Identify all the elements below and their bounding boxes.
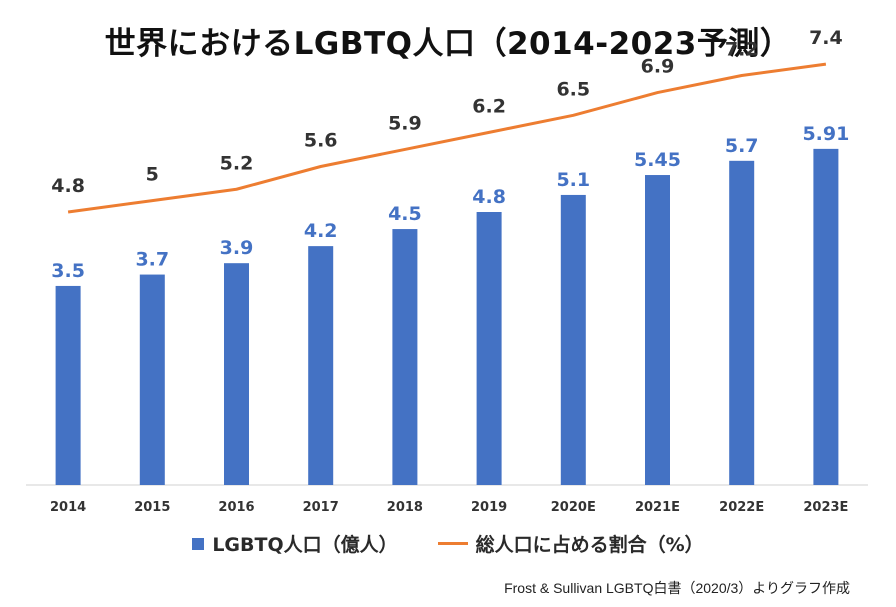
x-tick-label-2021E: 2021E	[635, 500, 680, 515]
bar-label-2020E: 5.1	[556, 169, 590, 191]
x-tick-label-2023E: 2023E	[803, 500, 848, 515]
bar-2022E	[729, 160, 755, 485]
x-tick-label-2016: 2016	[218, 500, 254, 515]
bar-2016	[224, 263, 249, 485]
x-tick-label-2015: 2015	[134, 500, 170, 515]
line-label-2018: 5.9	[388, 112, 422, 134]
bar-label-2014: 3.5	[51, 260, 85, 282]
x-tick-label-2017: 2017	[303, 500, 339, 515]
bar-2017	[308, 246, 334, 485]
legend-item-bar[interactable]: LGBTQ人口（億人）	[192, 530, 398, 557]
x-tick-label-2018: 2018	[387, 500, 423, 515]
legend-bar-label: LGBTQ人口（億人）	[212, 534, 398, 556]
line-label-2016: 5.2	[220, 152, 254, 174]
chart-title: 世界におけるLGBTQ人口（2014-2023予測）	[104, 26, 792, 62]
bar-2015	[139, 274, 165, 485]
bar-2023E	[813, 148, 839, 485]
bar-label-2021E: 5.45	[634, 149, 681, 171]
line-label-2019: 6.2	[472, 95, 506, 117]
bar-2019	[476, 212, 502, 485]
bar-2014	[55, 285, 81, 485]
line-label-2022E: 7.2	[725, 39, 759, 61]
line-label-2021E: 6.9	[641, 56, 675, 78]
source-note: Frost & Sullivan LGBTQ白書（2020/3）よりグラフ作成	[504, 580, 850, 596]
legend: LGBTQ人口（億人） 総人口に占める割合（%）	[0, 530, 896, 557]
bar-label-2016: 3.9	[220, 237, 254, 259]
line-label-2014: 4.8	[51, 175, 85, 197]
bar-label-2018: 4.5	[388, 203, 422, 225]
bar-2021E	[645, 175, 670, 485]
bar-label-2015: 3.7	[135, 249, 169, 271]
x-tick-label-2014: 2014	[50, 500, 86, 515]
line-label-2017: 5.6	[304, 130, 338, 152]
x-tick-label-2022E: 2022E	[719, 500, 764, 515]
legend-line-label: 総人口に占める割合（%）	[475, 534, 704, 556]
bar-label-2019: 4.8	[472, 186, 506, 208]
line-label-2020E: 6.5	[556, 78, 590, 100]
bar-2018	[392, 229, 418, 485]
x-tick-label-2019: 2019	[471, 500, 507, 515]
bar-label-2023E: 5.91	[802, 123, 849, 145]
bar-label-2022E: 5.7	[725, 135, 759, 157]
line-label-2015: 5	[146, 164, 159, 186]
legend-line-swatch	[437, 542, 468, 545]
legend-item-line[interactable]: 総人口に占める割合（%）	[437, 530, 704, 557]
x-tick-label-2020E: 2020E	[551, 500, 596, 515]
legend-bar-swatch	[192, 537, 205, 550]
line-label-2023E: 7.4	[809, 27, 843, 49]
bar-label-2017: 4.2	[304, 220, 338, 242]
line-series-share	[67, 62, 827, 214]
bar-2020E	[560, 194, 586, 485]
